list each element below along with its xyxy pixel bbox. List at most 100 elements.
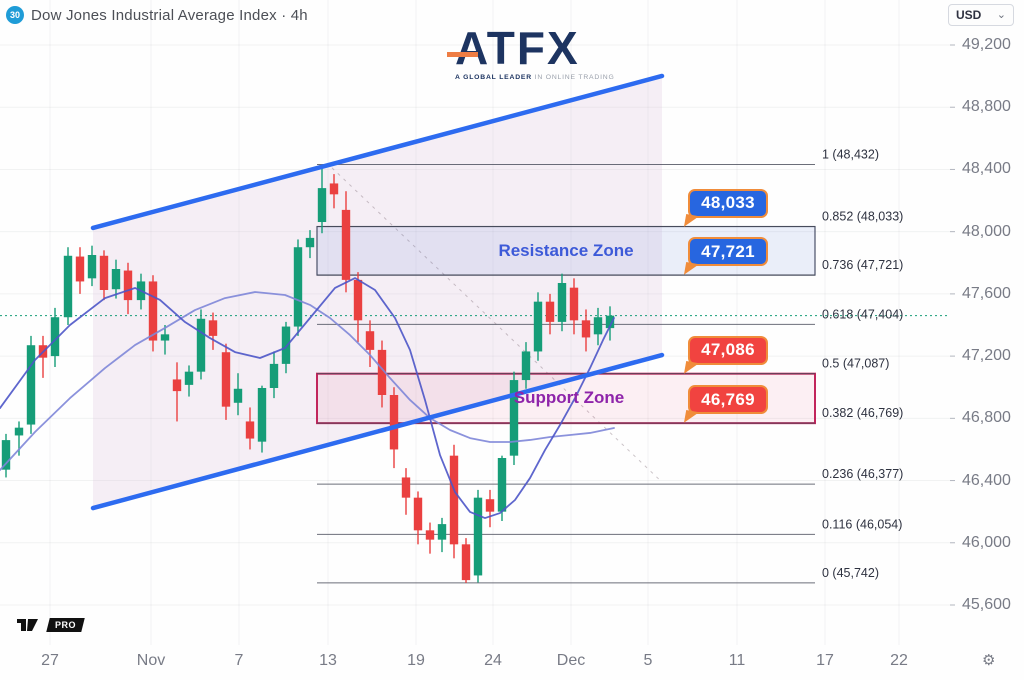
candle-up bbox=[111, 268, 121, 290]
candle-down bbox=[377, 349, 387, 395]
pro-badge: PRO bbox=[46, 618, 85, 632]
y-axis-label: 48,800 bbox=[962, 98, 1011, 116]
fib-level-label: 0.116 (46,054) bbox=[822, 517, 902, 531]
y-axis-label: 45,600 bbox=[962, 595, 1011, 613]
y-axis-label: 48,000 bbox=[962, 222, 1011, 240]
y-axis-label: 46,800 bbox=[962, 409, 1011, 427]
candle-up bbox=[26, 345, 36, 425]
y-axis-label: 49,200 bbox=[962, 36, 1011, 53]
candle-down bbox=[485, 499, 495, 512]
candle-down bbox=[353, 279, 363, 321]
x-axis-label: 11 bbox=[728, 652, 746, 669]
y-axis-label: 47,200 bbox=[962, 347, 1011, 365]
candle-up bbox=[437, 524, 447, 540]
channel-upper-line bbox=[90, 73, 665, 231]
candle-up bbox=[509, 380, 519, 456]
x-axis-label: 27 bbox=[41, 652, 59, 669]
price-callout-badge: 47,721 bbox=[683, 237, 768, 278]
candle-up bbox=[184, 371, 194, 385]
candle-down bbox=[413, 497, 423, 531]
x-axis-label: 7 bbox=[234, 652, 244, 669]
price-callout-badge: 48,033 bbox=[683, 188, 768, 229]
candle-down bbox=[581, 320, 591, 338]
currency-value: USD bbox=[956, 8, 982, 22]
fib-level-label: 0.236 (46,377) bbox=[822, 467, 903, 481]
y-axis-label: 46,400 bbox=[962, 471, 1011, 489]
candle-down bbox=[401, 477, 411, 498]
candle-up bbox=[257, 387, 267, 442]
candle-down bbox=[365, 331, 375, 350]
candle-down bbox=[569, 287, 579, 321]
candle-up bbox=[557, 282, 567, 322]
candle-up bbox=[281, 326, 291, 364]
candle-down bbox=[449, 455, 459, 545]
candle-up bbox=[533, 301, 543, 352]
candle-down bbox=[341, 209, 351, 280]
candle-down bbox=[425, 530, 435, 540]
fib-level-label: 0.852 (48,033) bbox=[822, 210, 903, 224]
candle-down bbox=[75, 256, 85, 282]
atfx-logo: ATFX A GLOBAL LEADER IN ONLINE TRADING bbox=[447, 25, 615, 81]
callout-tail bbox=[683, 360, 700, 376]
x-axis-label: 19 bbox=[407, 652, 425, 669]
candle-up bbox=[63, 255, 73, 318]
symbol-badge-icon: 30 bbox=[6, 6, 24, 24]
candle-down bbox=[389, 394, 399, 450]
y-axis-label: 47,600 bbox=[962, 284, 1011, 302]
fib-level-label: 1 (48,432) bbox=[822, 147, 879, 161]
gear-icon[interactable]: ⚙ bbox=[982, 652, 996, 669]
candle-down bbox=[545, 301, 555, 322]
ma-fast-line bbox=[0, 277, 615, 519]
atfx-orange-dash bbox=[447, 52, 478, 57]
candle-down bbox=[245, 421, 255, 439]
candle-up bbox=[14, 427, 24, 436]
symbol-title: Dow Jones Industrial Average Index · 4h bbox=[31, 6, 308, 24]
candle-down bbox=[221, 352, 231, 407]
x-axis-label: 22 bbox=[890, 652, 908, 669]
tradingview-glyph-icon bbox=[17, 619, 38, 631]
ma-slow-line bbox=[0, 291, 615, 471]
candle-down bbox=[123, 270, 133, 301]
atfx-logo-text: ATFX bbox=[447, 25, 605, 71]
currency-selector[interactable]: USD ⌄ bbox=[948, 4, 1014, 26]
candle-up bbox=[196, 318, 206, 372]
fib-level-label: 0 (45,742) bbox=[822, 566, 879, 580]
price-callout-badge: 47,086 bbox=[683, 335, 768, 376]
x-axis-label: Dec bbox=[556, 652, 586, 669]
candle-up bbox=[50, 317, 60, 357]
candle-down bbox=[461, 544, 471, 581]
candle-down bbox=[329, 183, 339, 195]
tradingview-logo[interactable]: PRO bbox=[16, 616, 85, 634]
candle-down bbox=[208, 320, 218, 336]
candle-up bbox=[473, 497, 483, 576]
candle-up bbox=[521, 351, 531, 381]
x-axis-label: 5 bbox=[643, 652, 653, 669]
candle-up bbox=[87, 254, 97, 279]
candle-up bbox=[317, 188, 327, 223]
channel-lower-line bbox=[90, 352, 665, 511]
candle-down bbox=[148, 281, 158, 341]
candle-up bbox=[269, 363, 279, 388]
y-axis-label: 46,000 bbox=[962, 533, 1011, 551]
x-axis-label: 17 bbox=[816, 652, 834, 669]
price-callout-badge: 46,769 bbox=[683, 385, 768, 426]
x-axis-label: 24 bbox=[484, 652, 502, 669]
fib-level-label: 0.736 (47,721) bbox=[822, 258, 903, 272]
candle-up bbox=[605, 315, 615, 329]
fib-level-label: 0.382 (46,769) bbox=[822, 406, 903, 420]
atfx-tagline: A GLOBAL LEADER IN ONLINE TRADING bbox=[455, 74, 615, 81]
candle-up bbox=[593, 317, 603, 335]
fib-level-label: 0.5 (47,087) bbox=[822, 357, 889, 371]
candle-down bbox=[172, 379, 182, 392]
candle-down bbox=[99, 255, 109, 290]
candle-up bbox=[305, 237, 315, 248]
x-axis-label: Nov bbox=[136, 652, 166, 669]
y-axis-label: 48,400 bbox=[962, 160, 1011, 178]
callout-tail bbox=[683, 213, 700, 229]
callout-tail bbox=[683, 410, 700, 426]
symbol-header: 30 Dow Jones Industrial Average Index · … bbox=[6, 6, 308, 24]
fib-level-label: 0.618 (47,404) bbox=[822, 307, 903, 321]
candle-up bbox=[160, 334, 170, 341]
